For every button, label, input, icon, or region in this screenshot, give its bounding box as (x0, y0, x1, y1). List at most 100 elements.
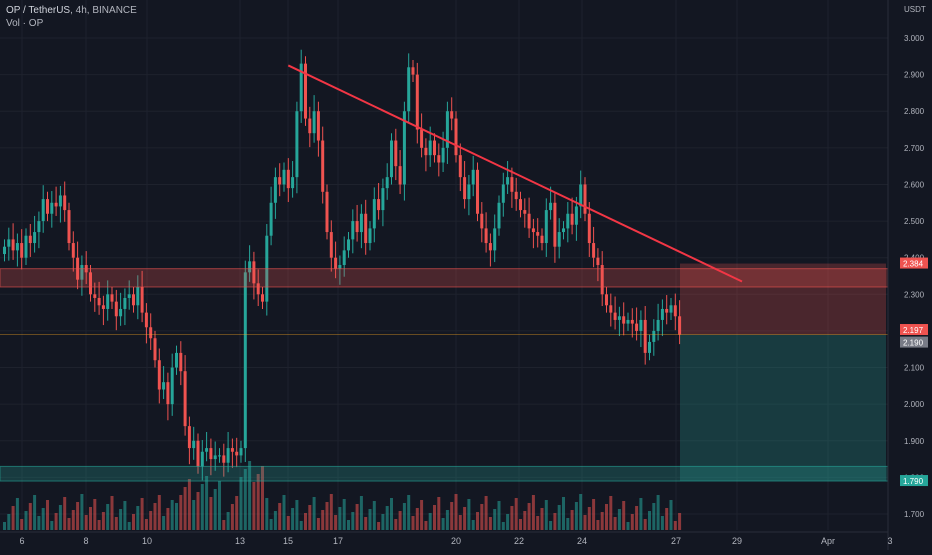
volume-bar (471, 520, 475, 530)
candle-body (622, 316, 626, 324)
candle-body (308, 118, 312, 134)
candle-body (437, 155, 441, 163)
candle-body (235, 451, 239, 456)
candle-body (132, 294, 135, 306)
volume-bar (157, 495, 161, 530)
candle-body (381, 188, 385, 211)
candle-body (441, 147, 445, 163)
candle-body (467, 184, 471, 200)
volume-bar (411, 516, 415, 530)
candle-body (463, 177, 467, 200)
candle-body (549, 202, 553, 211)
candle-body (527, 213, 531, 229)
volume-bar (351, 512, 355, 530)
volume-bar (239, 477, 243, 530)
candle-body (570, 213, 574, 225)
volume-bar (390, 498, 393, 530)
volume-bar (359, 496, 363, 530)
volume-bar (497, 501, 501, 530)
candle-body (282, 169, 286, 185)
symbol-line: OP / TetherUS, 4h, BINANCE (6, 5, 137, 16)
volume-bar (20, 519, 24, 530)
volume-bar (54, 513, 58, 530)
volume-bar (24, 511, 28, 530)
volume-bar (437, 497, 441, 530)
volume-bar (67, 518, 71, 530)
volume-bar (179, 495, 183, 530)
volume-bar (286, 516, 290, 530)
time-tick-label: 20 (451, 536, 461, 546)
candle-body (316, 111, 320, 141)
volume-bar (63, 497, 67, 530)
candle-body (355, 221, 359, 233)
volume-bar (445, 510, 449, 530)
volume-bar (531, 495, 535, 530)
candle-body (643, 319, 647, 353)
time-tick-label: 24 (577, 536, 587, 546)
candle-body (175, 352, 178, 368)
candle-body (510, 177, 514, 192)
volume-bar (368, 509, 372, 530)
candle-body (600, 265, 604, 295)
volume-bar (514, 498, 518, 530)
candle-body (544, 210, 548, 244)
price-badge-label: 2.197 (903, 326, 924, 335)
volume-bar (519, 519, 522, 530)
candle-body (46, 199, 49, 214)
candle-body (450, 111, 454, 119)
volume-bar (540, 508, 544, 530)
volume-bar (282, 495, 286, 530)
candle-body (127, 294, 131, 298)
volume-bar (11, 506, 15, 530)
candle-body (157, 360, 161, 390)
volume-bar (119, 509, 123, 530)
volume-bar (355, 504, 359, 530)
candle-body (377, 199, 381, 211)
volume-bar (506, 514, 510, 530)
candle-body (291, 177, 295, 189)
candle-body (41, 199, 45, 222)
candle-body (626, 319, 630, 324)
volume-bar (153, 503, 157, 530)
candle-body (89, 272, 92, 295)
volume-bar (613, 517, 617, 530)
volume-bar (639, 498, 643, 530)
volume-bar (230, 504, 234, 530)
volume-bar (295, 500, 299, 530)
volume-bar (420, 500, 424, 530)
volume-bar (140, 498, 144, 530)
volume-bar (665, 508, 669, 530)
volume-bar (450, 502, 454, 530)
candle-body (33, 232, 37, 244)
price-badge-label: 1.790 (903, 477, 924, 486)
candle-body (583, 184, 587, 214)
trendline[interactable] (287, 64, 743, 283)
candle-body (617, 316, 621, 320)
volume-bar (643, 519, 647, 530)
candle-body (196, 440, 200, 467)
volume-bar (501, 522, 505, 530)
candle-body (170, 367, 174, 405)
volume-bar (467, 499, 471, 530)
volume-bar (660, 516, 664, 530)
volume-bar (342, 499, 346, 530)
candle-body (635, 323, 639, 331)
time-tick-label: 27 (671, 536, 681, 546)
candle-body (648, 341, 651, 353)
volume-bar (338, 507, 342, 530)
candle-body (304, 63, 307, 119)
candle-body (639, 319, 643, 331)
candle-body (347, 239, 350, 251)
volume-bar (325, 502, 329, 530)
volume-bar (46, 500, 49, 530)
price-tick-label: 2.600 (904, 180, 925, 189)
price-tick-label: 2.500 (904, 217, 925, 226)
candle-body (71, 243, 75, 258)
price-badge-label: 2.190 (903, 339, 924, 348)
volume-legend: Vol · OP (6, 18, 44, 29)
volume-bar (458, 515, 462, 530)
volume-bar (312, 497, 316, 530)
volume-bar (630, 514, 634, 530)
